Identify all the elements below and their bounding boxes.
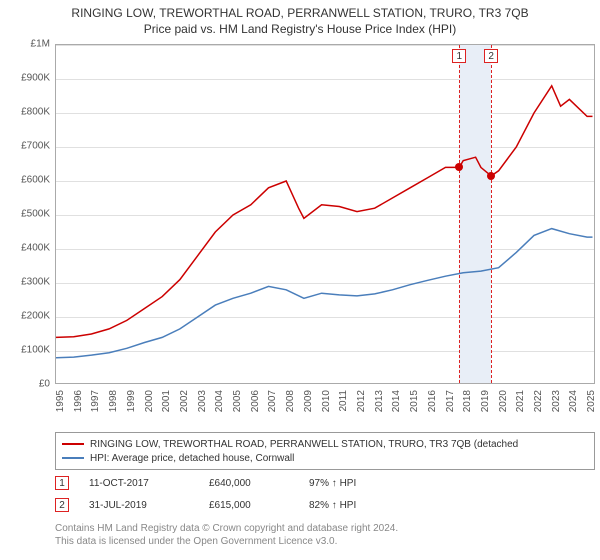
x-axis-tick: 2023 <box>551 390 562 412</box>
sale-point <box>487 172 495 180</box>
sale-date: 11-OCT-2017 <box>89 478 189 489</box>
sale-point <box>455 163 463 171</box>
x-axis-tick: 2008 <box>285 390 296 412</box>
sales-table: 1 11-OCT-2017 £640,000 97% ↑ HPI 2 31-JUL-201… <box>55 472 595 516</box>
legend: RINGING LOW, TREWORTHAL ROAD, PERRANWELL… <box>55 432 595 470</box>
y-axis-tick: £100K <box>0 345 50 356</box>
page-subtitle: Price paid vs. HM Land Registry's House … <box>0 20 600 36</box>
sale-label-1: 1 <box>452 49 466 63</box>
y-axis-tick: £400K <box>0 243 50 254</box>
sale-price: £615,000 <box>209 500 289 511</box>
page-title: RINGING LOW, TREWORTHAL ROAD, PERRANWELL… <box>0 0 600 20</box>
legend-label: HPI: Average price, detached house, Corn… <box>90 453 294 464</box>
y-axis-tick: £500K <box>0 209 50 220</box>
sale-hpi: 82% ↑ HPI <box>309 500 429 511</box>
x-axis-tick: 2019 <box>480 390 491 412</box>
x-axis-tick: 2007 <box>267 390 278 412</box>
x-axis-tick: 2002 <box>179 390 190 412</box>
x-axis-tick: 2005 <box>232 390 243 412</box>
legend-label: RINGING LOW, TREWORTHAL ROAD, PERRANWELL… <box>90 439 518 450</box>
y-axis-tick: £700K <box>0 141 50 152</box>
footer-line-1: Contains HM Land Registry data © Crown c… <box>55 522 595 535</box>
y-axis-tick: £900K <box>0 73 50 84</box>
x-axis-tick: 1996 <box>73 390 84 412</box>
y-axis-tick: £600K <box>0 175 50 186</box>
sale-hpi: 97% ↑ HPI <box>309 478 429 489</box>
x-axis-tick: 1995 <box>55 390 66 412</box>
x-axis-tick: 2003 <box>197 390 208 412</box>
x-axis-tick: 1997 <box>90 390 101 412</box>
x-axis-tick: 2006 <box>250 390 261 412</box>
x-axis-tick: 2000 <box>144 390 155 412</box>
x-axis-tick: 2020 <box>498 390 509 412</box>
x-axis-tick: 2012 <box>356 390 367 412</box>
line-series <box>56 45 595 384</box>
legend-row: HPI: Average price, detached house, Corn… <box>62 451 588 465</box>
sale-row: 1 11-OCT-2017 £640,000 97% ↑ HPI <box>55 472 595 494</box>
legend-row: RINGING LOW, TREWORTHAL ROAD, PERRANWELL… <box>62 437 588 451</box>
y-axis-tick: £1M <box>0 39 50 50</box>
legend-swatch <box>62 443 84 445</box>
sale-marker: 1 <box>55 476 69 490</box>
sale-marker: 2 <box>55 498 69 512</box>
x-axis-tick: 2016 <box>427 390 438 412</box>
x-axis-tick: 2015 <box>409 390 420 412</box>
x-axis-tick: 2004 <box>214 390 225 412</box>
y-axis-tick: £300K <box>0 277 50 288</box>
x-axis-tick: 1998 <box>108 390 119 412</box>
x-axis-tick: 2014 <box>391 390 402 412</box>
legend-swatch <box>62 457 84 459</box>
x-axis-tick: 2018 <box>462 390 473 412</box>
sale-price: £640,000 <box>209 478 289 489</box>
y-axis-tick: £200K <box>0 311 50 322</box>
y-axis-tick: £0 <box>0 379 50 390</box>
x-axis-tick: 2010 <box>321 390 332 412</box>
x-axis-tick: 2017 <box>445 390 456 412</box>
series-property <box>56 86 593 338</box>
x-axis-tick: 2022 <box>533 390 544 412</box>
x-axis-tick: 2011 <box>338 390 349 412</box>
y-axis-tick: £800K <box>0 107 50 118</box>
sale-label-2: 2 <box>484 49 498 63</box>
x-axis-tick: 1999 <box>126 390 137 412</box>
price-chart: 12 £0£100K£200K£300K£400K£500K£600K£700K… <box>0 44 600 424</box>
x-axis-tick: 2009 <box>303 390 314 412</box>
x-axis-tick: 2013 <box>374 390 385 412</box>
plot-area: 12 <box>55 44 595 384</box>
sale-date: 31-JUL-2019 <box>89 500 189 511</box>
footer-line-2: This data is licensed under the Open Gov… <box>55 535 595 548</box>
x-axis-tick: 2001 <box>161 390 172 412</box>
footer: Contains HM Land Registry data © Crown c… <box>55 522 595 548</box>
series-hpi <box>56 229 593 358</box>
sale-row: 2 31-JUL-2019 £615,000 82% ↑ HPI <box>55 494 595 516</box>
x-axis-tick: 2021 <box>515 390 526 412</box>
x-axis-tick: 2024 <box>568 390 579 412</box>
x-axis-tick: 2025 <box>586 390 597 412</box>
